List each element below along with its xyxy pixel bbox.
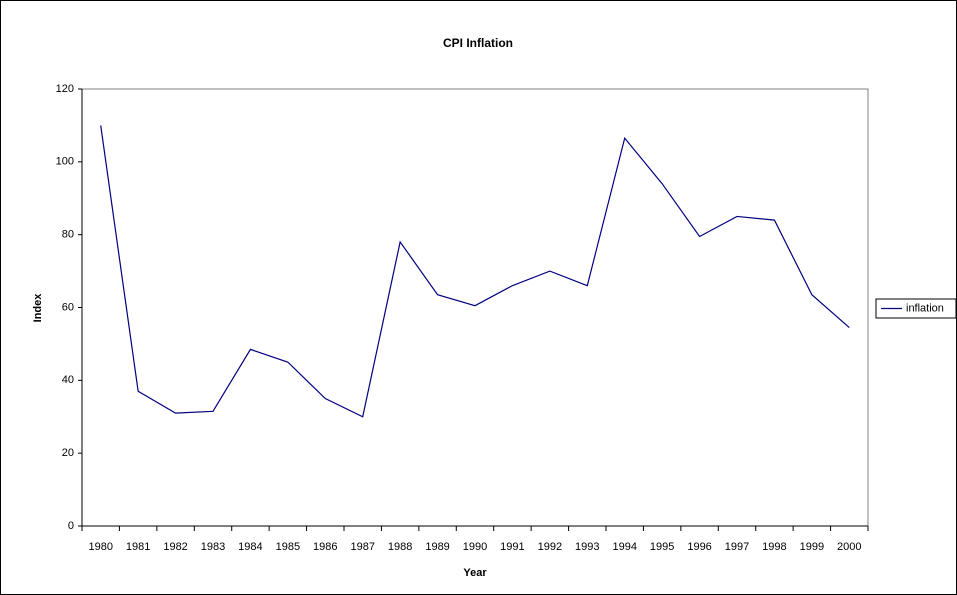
y-tick-label: 40 bbox=[62, 374, 74, 386]
series-line bbox=[100, 125, 850, 418]
x-tick-label: 1981 bbox=[126, 541, 150, 553]
y-axis-label: Index bbox=[32, 293, 44, 323]
x-tick-label: 2000 bbox=[837, 541, 861, 553]
x-tick-label: 1999 bbox=[800, 541, 824, 553]
x-tick-label: 1992 bbox=[538, 541, 562, 553]
y-tick-label: 100 bbox=[56, 156, 74, 168]
x-tick-label: 1982 bbox=[163, 541, 187, 553]
x-tick-label: 1984 bbox=[238, 541, 262, 553]
x-tick-label: 1983 bbox=[201, 541, 225, 553]
x-tick-label: 1995 bbox=[650, 541, 674, 553]
x-tick-label: 1993 bbox=[575, 541, 599, 553]
x-tick-label: 1996 bbox=[687, 541, 711, 553]
x-tick-label: 1987 bbox=[350, 541, 374, 553]
x-tick-label: 1997 bbox=[725, 541, 749, 553]
y-tick-label: 0 bbox=[68, 520, 74, 532]
x-tick-label: 1994 bbox=[612, 541, 636, 553]
x-tick-label: 1988 bbox=[388, 541, 412, 553]
x-tick-label: 1985 bbox=[276, 541, 300, 553]
legend-box bbox=[875, 298, 957, 319]
x-axis-label: Year bbox=[463, 567, 487, 579]
x-tick-label: 1980 bbox=[88, 541, 112, 553]
y-tick-label: 60 bbox=[62, 301, 74, 313]
x-tick-label: 1990 bbox=[463, 541, 487, 553]
legend-label: inflation bbox=[906, 302, 944, 314]
x-tick-label: 1991 bbox=[500, 541, 524, 553]
plot-area bbox=[81, 88, 869, 527]
x-tick-label: 1986 bbox=[313, 541, 337, 553]
y-tick-label: 20 bbox=[62, 447, 74, 459]
x-tick-label: 1998 bbox=[762, 541, 786, 553]
x-tick-label: 1989 bbox=[425, 541, 449, 553]
chart-title: CPI Inflation bbox=[443, 36, 513, 50]
y-tick-label: 80 bbox=[62, 229, 74, 241]
y-tick-label: 120 bbox=[56, 83, 74, 95]
